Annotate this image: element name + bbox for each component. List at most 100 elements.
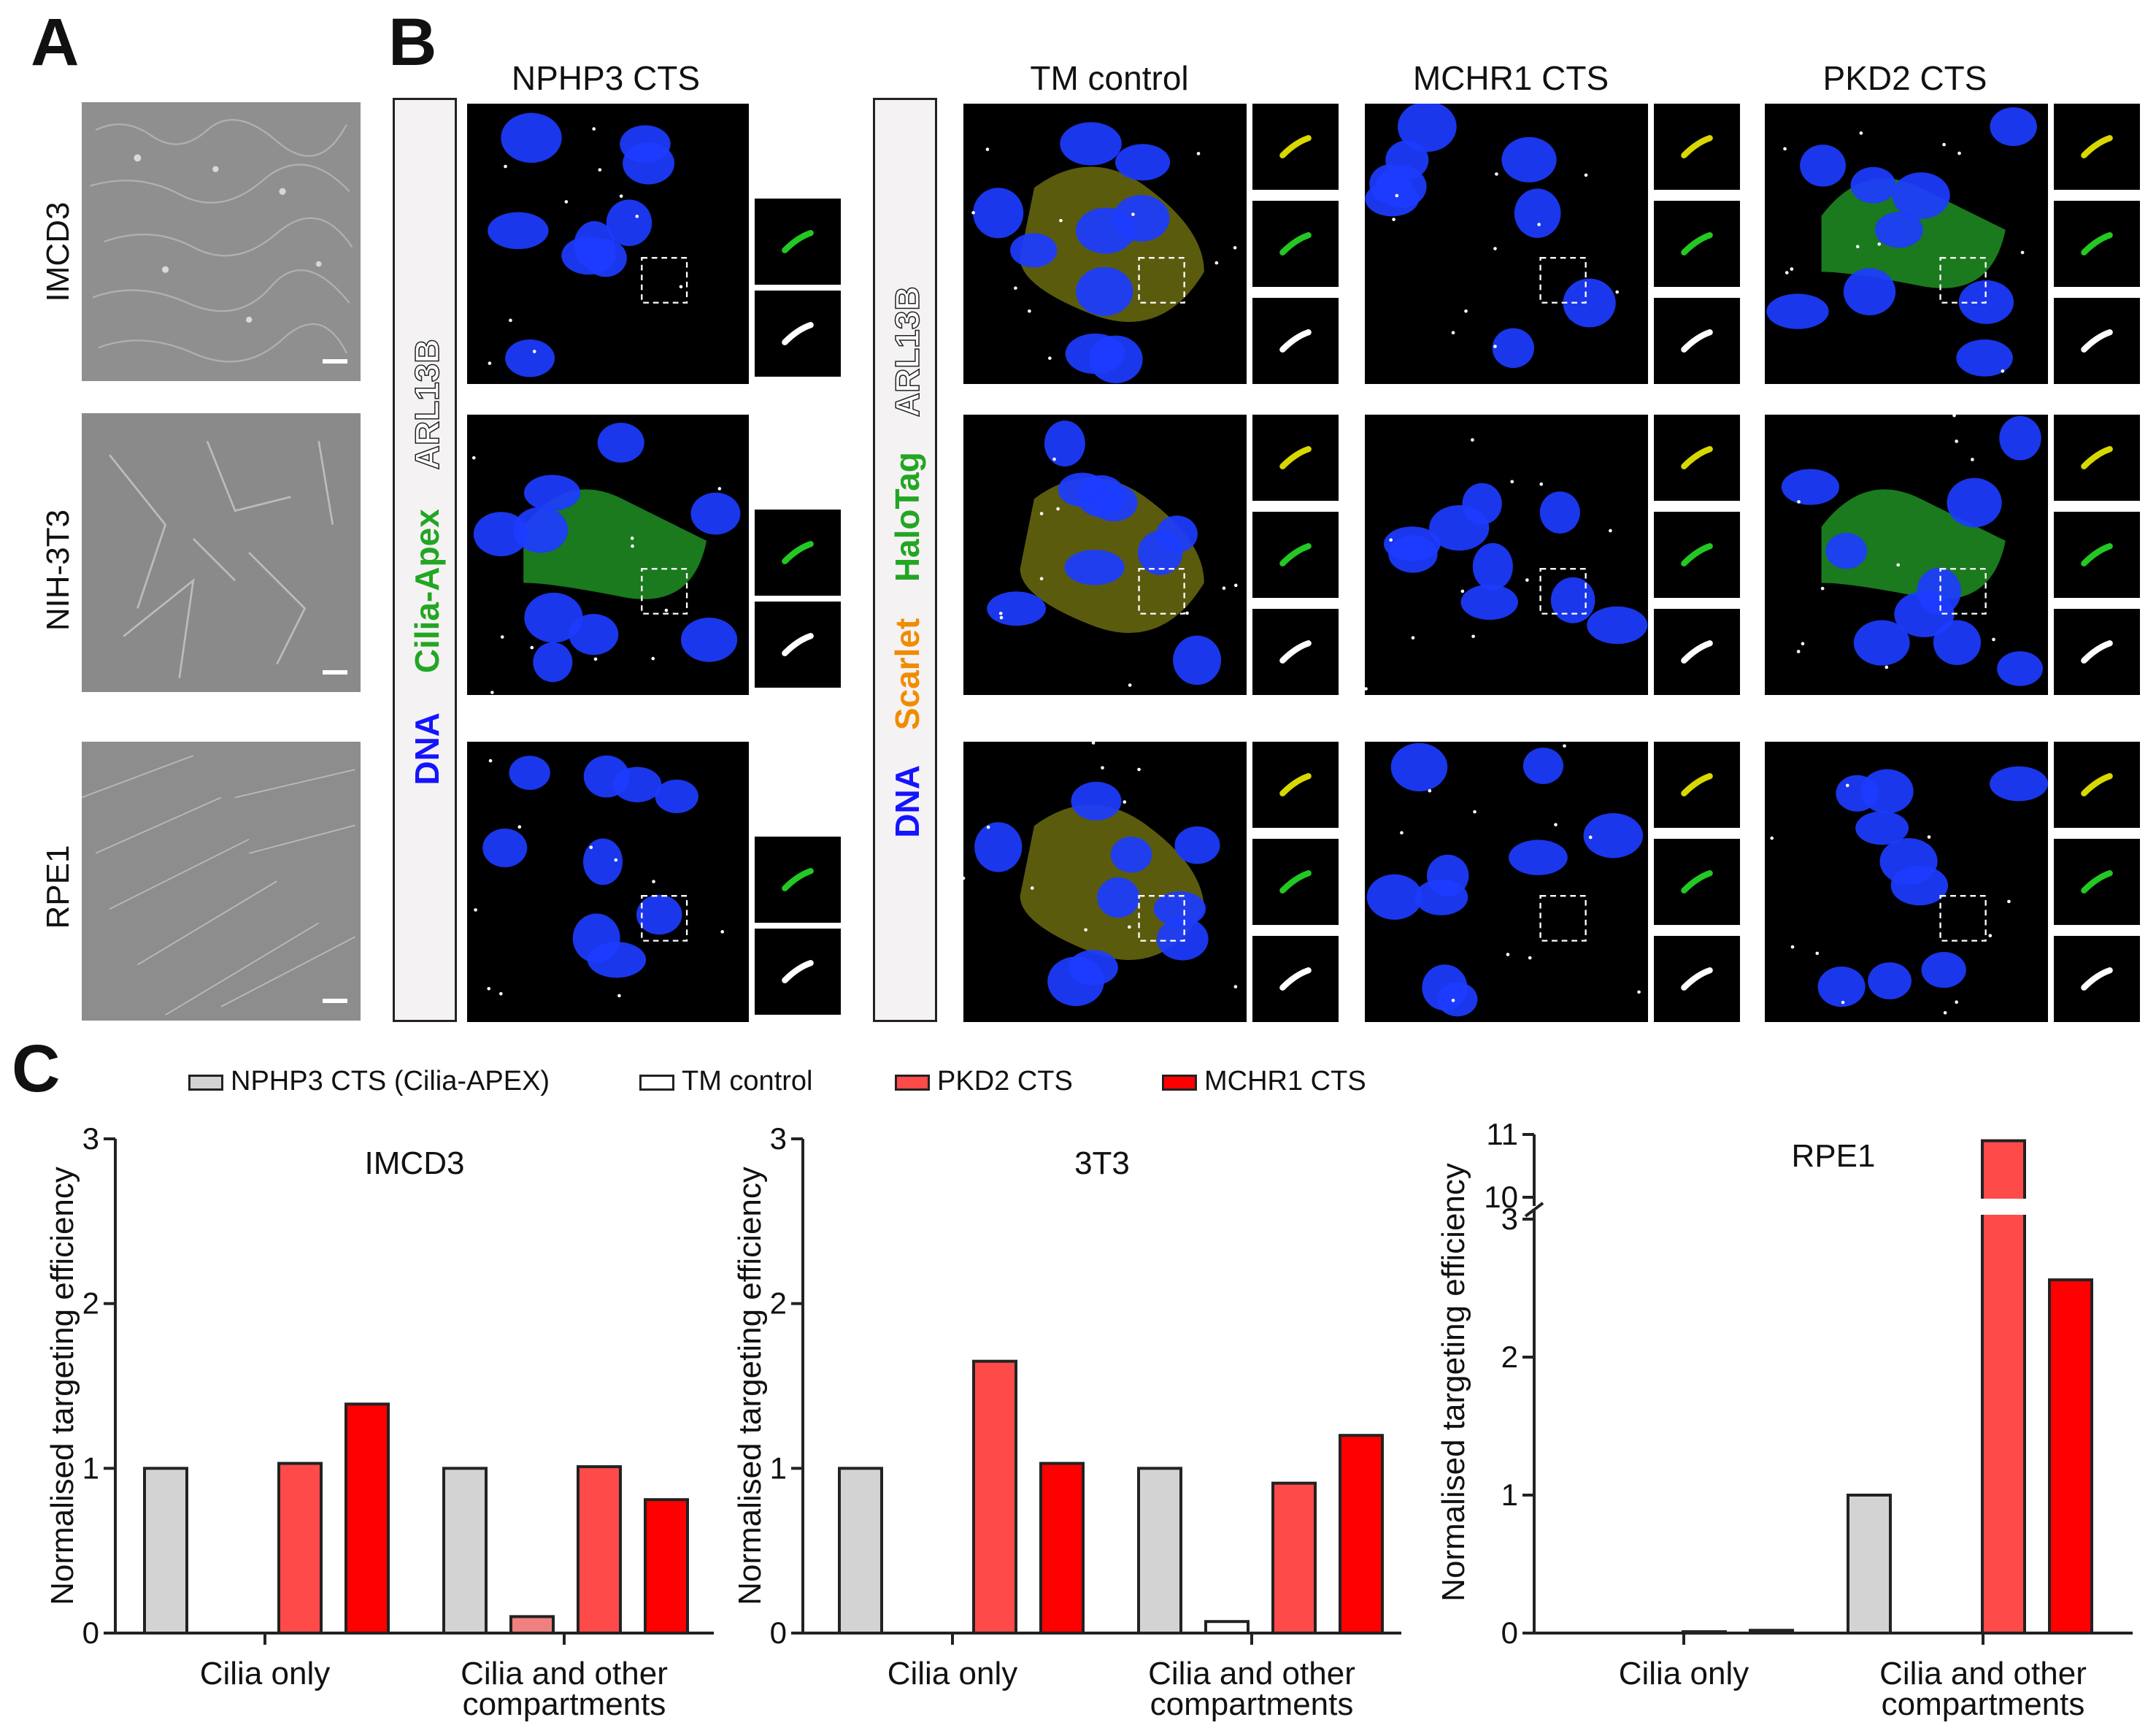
y-tick-label: 0: [770, 1616, 787, 1650]
y-tick-label: 1: [770, 1451, 787, 1485]
y-tick-label: 0: [82, 1616, 99, 1650]
bar-break-gap: [1979, 1199, 2028, 1215]
inset-scarlet: [1252, 415, 1339, 501]
scale-bar: [323, 999, 347, 1003]
inset-arl13b: [1252, 936, 1339, 1022]
y-tick-label: 2: [1501, 1340, 1518, 1374]
bar-pkd2: [577, 1465, 622, 1635]
y-tick-label: 1: [82, 1451, 99, 1485]
stain-cilia-apex: Cilia-Apex: [408, 509, 446, 674]
stain-arl13b: ARL13B: [407, 339, 447, 470]
micrograph-mchr1-row1: [1365, 104, 1648, 384]
col-title-nphp3: NPHP3 CTS: [511, 59, 701, 97]
legend-swatch: [639, 1074, 674, 1091]
chart-title: RPE1: [1792, 1138, 1876, 1174]
y-tick-label: 11: [1486, 1117, 1518, 1151]
panel-letter-c: C: [12, 1032, 61, 1106]
y-tick-label: 2: [82, 1286, 99, 1321]
inset-arl13b: [2054, 936, 2140, 1022]
inset-arl13b: [1252, 298, 1339, 384]
inset-scarlet: [2054, 742, 2140, 828]
y-tick-label: 0: [1501, 1616, 1518, 1650]
stain-label-box-left: DNA Cilia-Apex ARL13B: [393, 98, 457, 1022]
stain-label-box-right: DNA Scarlet HaloTag ARL13B: [873, 98, 937, 1022]
bar-mchr1: [1039, 1462, 1085, 1635]
bar-pkd2: [277, 1462, 323, 1635]
inset-halotag: [1654, 839, 1740, 925]
inset-scarlet: [1654, 742, 1740, 828]
micrograph-tm-control-row1: [963, 104, 1247, 384]
y-axis-label: Normalised targeting efficiency: [1436, 1163, 1471, 1602]
y-tick-label: 3: [82, 1121, 99, 1156]
stain-label-left: DNA Cilia-Apex ARL13B: [407, 102, 447, 1022]
bar-nphp3: [1847, 1494, 1892, 1635]
bar-mchr1: [1749, 1629, 1794, 1635]
x-tick-label: compartments: [1882, 1686, 2085, 1722]
inset-arl13b: [1654, 298, 1740, 384]
panel-letter-a: A: [31, 5, 80, 80]
stain-scarlet: Scarlet: [888, 618, 926, 731]
bar-nphp3: [1137, 1467, 1182, 1635]
y-axis-label: Normalised targeting efficiency: [732, 1167, 768, 1605]
bar-mchr1: [644, 1498, 689, 1635]
bar-pkd2: [972, 1359, 1017, 1635]
bar-pkd2: [1271, 1481, 1317, 1635]
legend-item-mchr1: MCHR1 CTS: [1162, 1066, 1366, 1097]
inset-arl13b: [2054, 298, 2140, 384]
inset-halotag: [1252, 839, 1339, 925]
inset-halotag: [1252, 512, 1339, 598]
inset-halotag: [2054, 201, 2140, 287]
inset-scarlet: [2054, 415, 2140, 501]
legend-item-tm-control: TM control: [639, 1066, 812, 1097]
x-tick-label: compartments: [463, 1686, 666, 1722]
bar-chart-3t3: 0 1 2 3 3T3 Normalised targeting efficiency Ci…: [732, 1121, 1401, 1722]
inset-halotag: [1654, 201, 1740, 287]
stain-arl13b: ARL13B: [888, 286, 927, 418]
bar-nphp3: [143, 1467, 188, 1635]
inset-halotag: [1252, 201, 1339, 287]
inset-scarlet: [2054, 104, 2140, 190]
inset-green: [755, 199, 841, 285]
x-tick-label: Cilia only: [200, 1656, 331, 1691]
micrograph-pkd2-row1: [1765, 104, 2048, 384]
y-tick-label: 10: [1484, 1180, 1518, 1214]
col-title-tm-control: TM control: [1030, 59, 1189, 97]
micrograph-mchr1-row3: [1365, 742, 1648, 1022]
inset-arl13b: [755, 291, 841, 377]
bar-tm: [1204, 1620, 1250, 1635]
phase-image-rpe1: [82, 742, 361, 1021]
bar-mchr1: [1339, 1434, 1384, 1635]
y-axis-label: Normalised targeting efficiency: [45, 1167, 80, 1605]
stain-dna: DNA: [408, 713, 446, 786]
chart-title: 3T3: [1074, 1145, 1130, 1181]
inset-scarlet: [1654, 415, 1740, 501]
row-label-imcd3: IMCD3: [40, 201, 76, 302]
legend-swatch: [188, 1074, 223, 1091]
inset-halotag: [2054, 512, 2140, 598]
inset-arl13b: [1654, 936, 1740, 1022]
bar-chart-imcd3: 0 1 2 3 IMCD3 Normalised targeting efficiency…: [45, 1121, 714, 1722]
bar-mchr1: [2048, 1278, 2093, 1635]
inset-arl13b: [1252, 609, 1339, 695]
x-tick-label: Cilia and other: [461, 1656, 668, 1691]
y-tick-label: 2: [770, 1286, 787, 1321]
axis-break-mark: [1524, 1202, 1544, 1218]
x-tick-label: Cilia only: [888, 1656, 1018, 1691]
panel-letter-b: B: [388, 5, 437, 80]
phase-image-nih3t3: [82, 413, 361, 692]
inset-scarlet: [1654, 104, 1740, 190]
x-tick-label: compartments: [1150, 1686, 1354, 1722]
scale-bar: [323, 670, 347, 675]
legend-swatch: [1162, 1074, 1197, 1091]
inset-scarlet: [1252, 742, 1339, 828]
x-tick-label: Cilia and other: [1879, 1656, 2087, 1691]
legend-item-pkd2: PKD2 CTS: [895, 1066, 1073, 1097]
legend-item-nphp3: NPHP3 CTS (Cilia-APEX): [188, 1066, 550, 1097]
stain-label-right: DNA Scarlet HaloTag ARL13B: [888, 102, 927, 1022]
stain-dna: DNA: [888, 766, 926, 838]
chart-title: IMCD3: [365, 1145, 465, 1181]
bar-nphp3: [442, 1467, 488, 1635]
micrograph-tm-control-row3: [963, 742, 1247, 1022]
phase-image-imcd3: [82, 102, 361, 381]
y-tick-label: 1: [1501, 1478, 1518, 1512]
